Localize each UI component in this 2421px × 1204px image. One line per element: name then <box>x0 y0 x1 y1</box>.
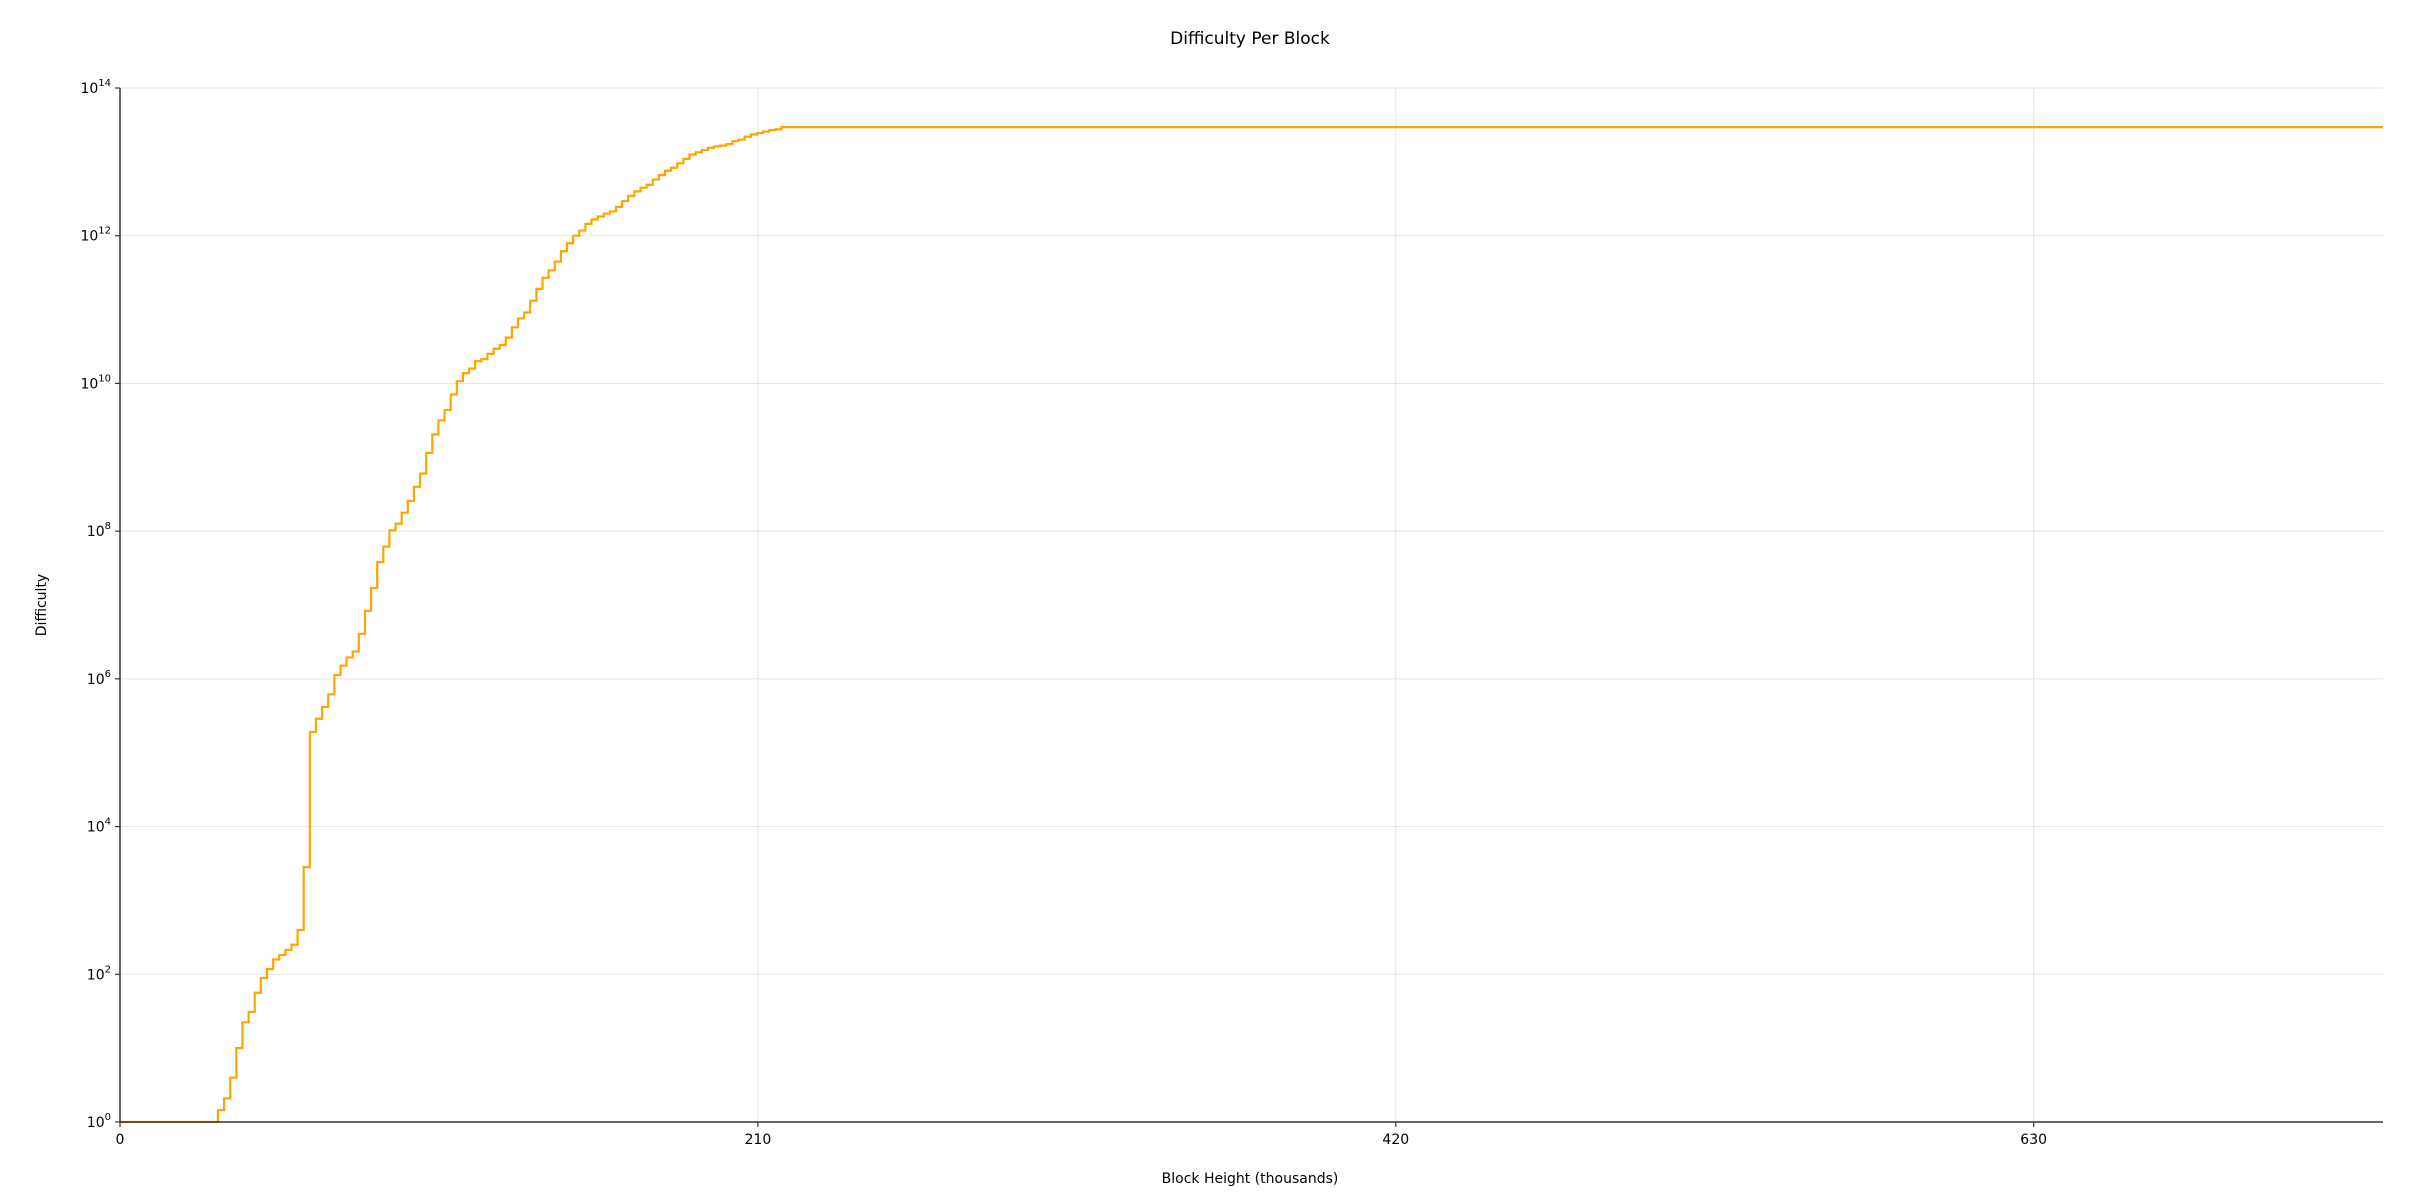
difficulty-series-line <box>120 126 2383 1124</box>
y-tick-label: 1010 <box>80 373 111 392</box>
y-tick-label: 1012 <box>80 226 111 245</box>
chart-title: Difficulty Per Block <box>1170 29 1330 49</box>
y-tick-label: 106 <box>87 669 111 688</box>
series-layer <box>120 126 2383 1124</box>
x-tick-label: 630 <box>2020 1132 2047 1148</box>
tick-layer: 0 210 420 630 100 102 104 106 108 1010 1012 1014 <box>80 78 2047 1148</box>
y-tick-label: 100 <box>87 1112 111 1131</box>
y-tick-label: 108 <box>87 521 111 540</box>
y-axis-label: Difficulty <box>34 574 50 636</box>
x-tick-label: 210 <box>745 1132 772 1148</box>
x-tick-label: 420 <box>1382 1132 1409 1148</box>
y-tick-label: 1014 <box>80 78 111 97</box>
y-tick-label: 102 <box>87 964 111 983</box>
grid-layer <box>119 87 2383 1123</box>
axis-layer <box>119 88 2383 1123</box>
x-tick-label: 0 <box>116 1132 125 1148</box>
y-tick-label: 104 <box>87 817 111 836</box>
x-axis-label: Block Height (thousands) <box>1162 1171 1339 1187</box>
